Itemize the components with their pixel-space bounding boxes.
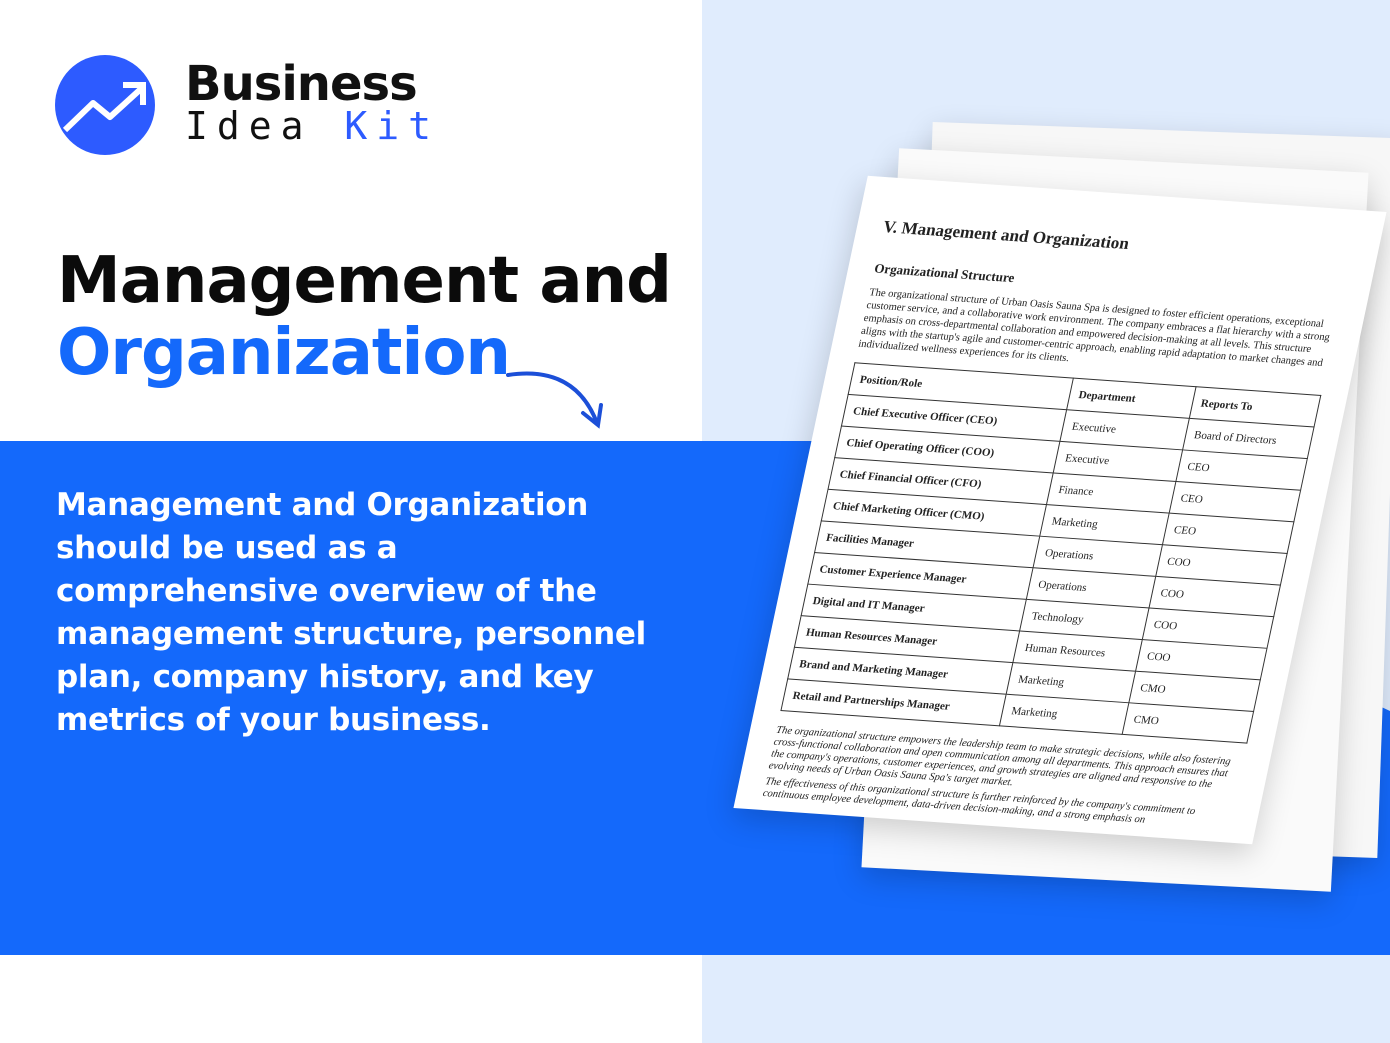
logo-chart-icon: [55, 55, 155, 155]
org-table: Position/Role Department Reports To Chief E…: [780, 362, 1321, 744]
doc-title: V. Management and Organization: [881, 217, 1131, 254]
description: Management and Organization should be us…: [56, 487, 646, 738]
logo-line2: Idea Kit: [185, 104, 440, 148]
title-line1: Management and: [57, 244, 672, 318]
logo-line1: Business: [185, 56, 418, 112]
page-title: Management and Organization: [57, 244, 672, 390]
logo-kit: Kit: [344, 104, 441, 148]
title-line2: Organization: [57, 316, 511, 390]
curved-arrow-icon: [506, 371, 603, 429]
logo-idea: Idea: [185, 104, 313, 148]
